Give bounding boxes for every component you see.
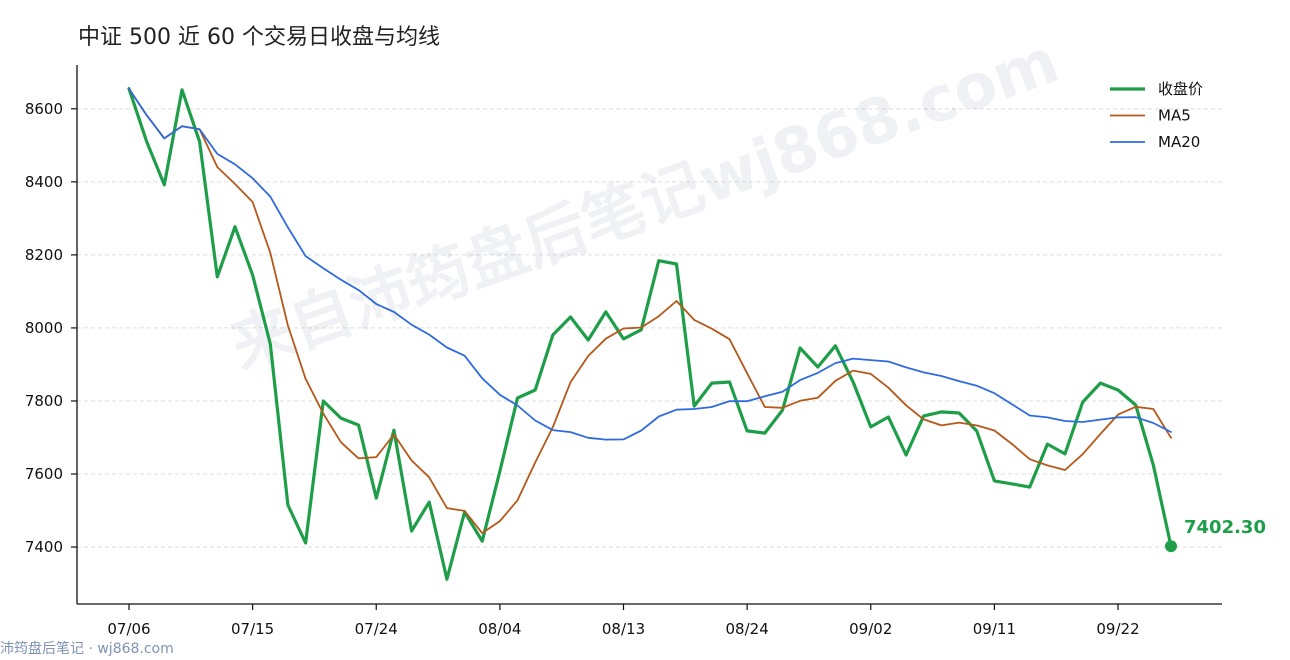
legend-item-ma20: MA20	[1110, 133, 1200, 151]
series-lines	[127, 87, 1173, 581]
last-close-label: 7402.30	[1184, 517, 1266, 538]
y-tick-label: 7600	[25, 465, 63, 483]
ma5-line	[128, 87, 1172, 534]
ma20-line	[128, 87, 1172, 441]
legend-item-ma5: MA5	[1110, 107, 1191, 125]
last-close-marker	[1165, 540, 1177, 553]
y-tick-label: 8200	[25, 246, 63, 264]
y-tick-label: 8600	[25, 100, 63, 118]
axes: 7400 7600 7800 8000 8200 8400 8600 07/06 07/15 07…	[25, 65, 1222, 638]
legend-label: 收盘价	[1158, 80, 1203, 98]
chart-title: 中证 500 近 60 个交易日收盘与均线	[78, 25, 440, 50]
x-tick-label: 09/11	[973, 620, 1016, 638]
x-tick-label: 07/15	[231, 620, 274, 638]
y-tick-label: 8000	[25, 319, 63, 337]
legend: 收盘价 MA5 MA20	[1110, 80, 1203, 151]
watermark-text: 来自沛筠盘后笔记wj868.com	[222, 24, 1068, 384]
x-tick-label: 09/22	[1096, 620, 1139, 638]
x-tick-label: 09/02	[849, 620, 892, 638]
annotations: 7402.30	[1165, 517, 1266, 553]
y-tick-label: 8400	[25, 173, 63, 191]
legend-label: MA5	[1158, 107, 1191, 125]
close-price-line	[127, 87, 1173, 581]
x-tick-label: 08/13	[602, 620, 645, 638]
footer-credit: 沛筠盘后笔记 · wj868.com	[0, 640, 174, 657]
x-tick-label: 07/24	[355, 620, 398, 638]
x-tick-label: 08/24	[726, 620, 769, 638]
y-tick-label: 7800	[25, 392, 63, 410]
legend-item-close: 收盘价	[1110, 80, 1203, 98]
y-tick-label: 7400	[25, 538, 63, 556]
x-tick-label: 07/06	[107, 620, 150, 638]
legend-label: MA20	[1158, 133, 1200, 151]
x-tick-label: 08/04	[478, 620, 521, 638]
gridlines	[77, 108, 1222, 548]
